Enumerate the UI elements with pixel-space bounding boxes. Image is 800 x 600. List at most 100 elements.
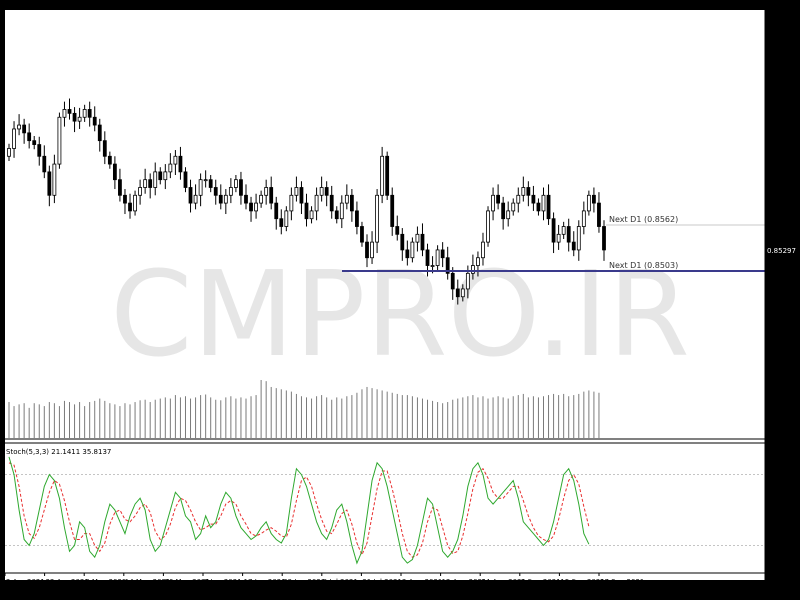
- candle-body: [239, 179, 243, 196]
- candle: [551, 212, 556, 254]
- candle-body: [597, 202, 601, 227]
- candle: [244, 184, 248, 210]
- stoch-title: Stoch(5,3,3) 21.1411 35.8137: [6, 448, 111, 456]
- candle: [576, 220, 581, 261]
- price-tick-label: 0.83320: [769, 401, 798, 409]
- level-lines: Next D1 (0.8562) Next D1 (0.8503): [342, 215, 765, 272]
- candle-body: [57, 116, 62, 165]
- candle-body: [566, 226, 571, 243]
- candle-body: [284, 210, 289, 227]
- candle: [511, 198, 516, 216]
- candle-body: [37, 144, 42, 157]
- watermark-text: CMPRO.IR: [110, 245, 690, 383]
- candle-body: [52, 163, 57, 196]
- candle: [556, 224, 561, 250]
- candle: [12, 121, 16, 158]
- time-tick-label: 24 Aug 2021: [481, 578, 526, 586]
- candle-body: [274, 202, 279, 220]
- candle-body: [339, 202, 344, 220]
- candle-body: [112, 163, 117, 181]
- candle-body: [541, 194, 546, 212]
- candle: [390, 187, 395, 236]
- candle: [592, 187, 596, 213]
- candle-body: [92, 116, 97, 126]
- candle-body: [62, 109, 67, 118]
- candle: [97, 118, 102, 152]
- candle-body: [561, 226, 566, 235]
- candle: [445, 246, 450, 280]
- candle: [168, 153, 173, 179]
- candle: [102, 131, 107, 165]
- candle: [289, 187, 294, 221]
- candle-body: [148, 179, 153, 188]
- candle: [218, 184, 223, 210]
- candle-body: [264, 187, 269, 196]
- candle-body: [234, 179, 238, 188]
- candle-body: [128, 202, 132, 212]
- candle: [163, 164, 168, 190]
- candle: [228, 178, 233, 204]
- candle: [274, 196, 279, 230]
- candle-body: [279, 218, 284, 227]
- candle-body: [133, 194, 137, 212]
- candle: [420, 223, 425, 257]
- candle: [380, 146, 385, 204]
- candle: [349, 189, 354, 222]
- price-panel[interactable]: [7, 98, 606, 305]
- candle: [329, 185, 334, 219]
- candle: [581, 201, 586, 235]
- candle-body: [193, 194, 198, 204]
- candle: [183, 167, 188, 193]
- candle: [264, 179, 269, 205]
- candle: [496, 184, 501, 210]
- candle: [77, 107, 82, 129]
- candle-body: [22, 124, 27, 134]
- stochastic-panel[interactable]: 100 80 20 0 Stoch(5,3,3) 21.1411 35.8137: [5, 448, 782, 574]
- candle: [516, 187, 521, 213]
- candle-body: [309, 210, 314, 220]
- candle: [42, 145, 47, 179]
- candle-body: [218, 194, 223, 204]
- candle-body: [586, 194, 591, 212]
- candle-body: [355, 210, 359, 227]
- candle: [455, 279, 460, 305]
- candle: [370, 231, 374, 264]
- price-tick-label: 0.85890: [769, 201, 798, 209]
- candle: [239, 171, 243, 205]
- candle-body: [349, 194, 354, 212]
- candle: [314, 187, 319, 221]
- candle: [143, 168, 148, 194]
- candle-body: [602, 226, 606, 251]
- candle-body: [380, 155, 385, 196]
- candle-body: [269, 187, 274, 204]
- candle: [87, 101, 92, 127]
- price-tick-label: 0.85460: [769, 234, 798, 242]
- candle: [158, 167, 163, 185]
- candle-body: [299, 187, 304, 204]
- candle-body: [365, 241, 369, 259]
- candle-body: [314, 194, 319, 212]
- price-tick-label: 0.84600: [769, 302, 798, 310]
- candle: [536, 198, 541, 216]
- candle-body: [344, 194, 349, 204]
- time-tick-label: 26 May 2021: [164, 578, 210, 586]
- price-tick-label: 0.83750: [769, 368, 798, 376]
- time-tick-label: 9 Jul 2021: [323, 578, 358, 586]
- candle-body: [465, 272, 470, 290]
- current-price-label: 0.85297: [767, 247, 796, 255]
- candle: [17, 114, 21, 136]
- candle-body: [496, 194, 501, 204]
- candle: [344, 184, 349, 210]
- candle-body: [571, 241, 576, 251]
- candle: [203, 170, 208, 188]
- price-tick-label: 0.88400: [769, 5, 798, 13]
- candle: [72, 107, 77, 133]
- candle: [324, 181, 329, 207]
- candle-body: [390, 194, 395, 227]
- candle: [107, 151, 112, 169]
- candle-body: [324, 187, 329, 196]
- price-tick-label: 0.85030: [769, 268, 798, 276]
- candle: [213, 179, 218, 205]
- stoch-d-line: [8, 462, 590, 558]
